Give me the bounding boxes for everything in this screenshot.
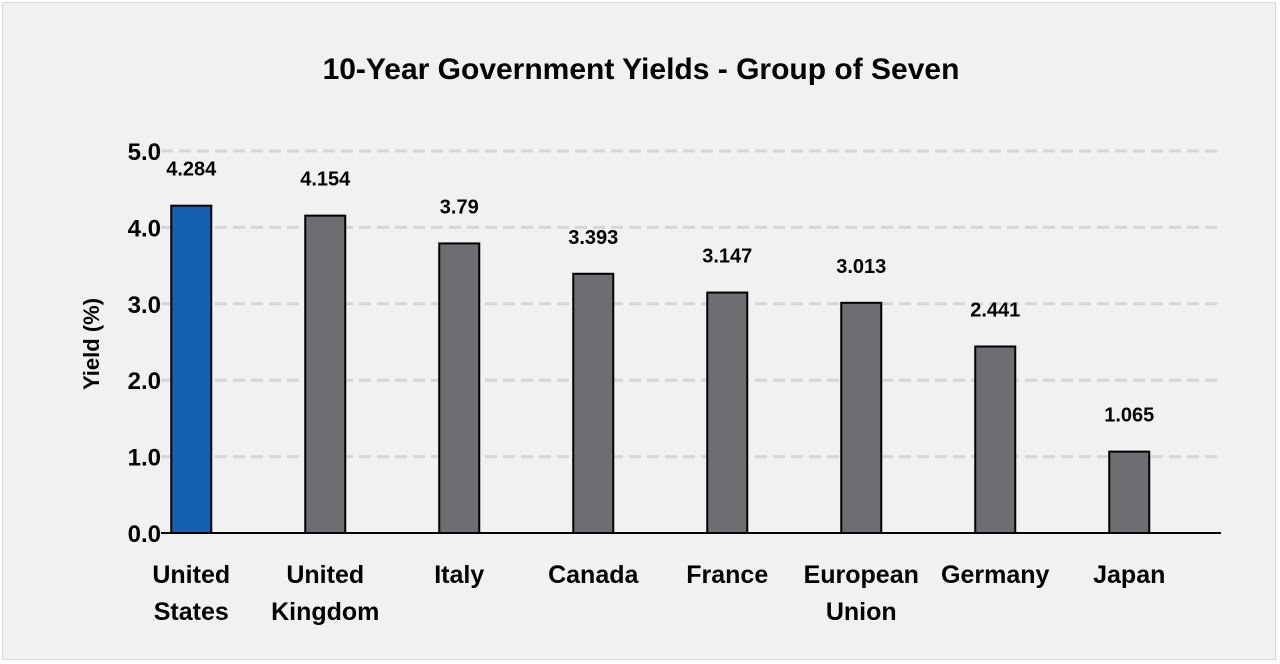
y-tick-label: 4.0 [128, 215, 161, 242]
x-tick-label: Canada [548, 561, 639, 589]
x-tick-label: States [154, 598, 229, 626]
category-labels: United States United Kingdom Italy Canada Fran… [152, 561, 1165, 626]
x-tick-label: United [286, 561, 364, 589]
data-label: 3.79 [440, 196, 479, 218]
data-label: 3.147 [702, 246, 752, 268]
data-label: 4.154 [300, 169, 351, 191]
x-tick-label: Italy [434, 561, 484, 589]
bar [840, 301, 883, 534]
data-label: 2.441 [970, 300, 1020, 322]
bar-chart: 10-Year Government Yields - Group of Sev… [79, 53, 1221, 626]
data-label: 3.393 [568, 227, 618, 249]
x-tick-label: Union [826, 598, 897, 626]
y-tick-label: 3.0 [128, 292, 161, 319]
y-tick-label: 0.0 [128, 521, 161, 548]
bar [438, 242, 481, 534]
chart-title: 10-Year Government Yields - Group of Sev… [323, 53, 960, 86]
gridlines [161, 149, 1221, 459]
bar [304, 214, 347, 534]
y-axis-label: Yield (%) [79, 298, 104, 390]
bar [1108, 450, 1151, 534]
x-tick-label: France [686, 561, 768, 589]
x-tick-label: United [152, 561, 230, 589]
y-tick-label: 1.0 [128, 445, 161, 472]
y-tick-label: 5.0 [128, 139, 161, 166]
bar [706, 291, 749, 535]
value-labels: 4.284 4.154 3.79 3.393 3.147 3.013 2.441 1.065 [166, 159, 1154, 427]
x-tick-label: Kingdom [271, 598, 379, 626]
x-tick-label: Germany [941, 561, 1049, 589]
data-label: 4.284 [166, 159, 217, 181]
bars [170, 204, 1151, 535]
x-tick-label: Japan [1093, 561, 1165, 589]
bar [572, 272, 615, 534]
bar [974, 345, 1017, 534]
data-label: 1.065 [1104, 405, 1154, 427]
y-axis-ticks: 0.0 1.0 2.0 3.0 4.0 5.0 [128, 139, 161, 548]
data-label: 3.013 [836, 256, 886, 278]
x-tick-label: European [804, 561, 919, 589]
bar [170, 204, 213, 534]
y-tick-label: 2.0 [128, 368, 161, 395]
